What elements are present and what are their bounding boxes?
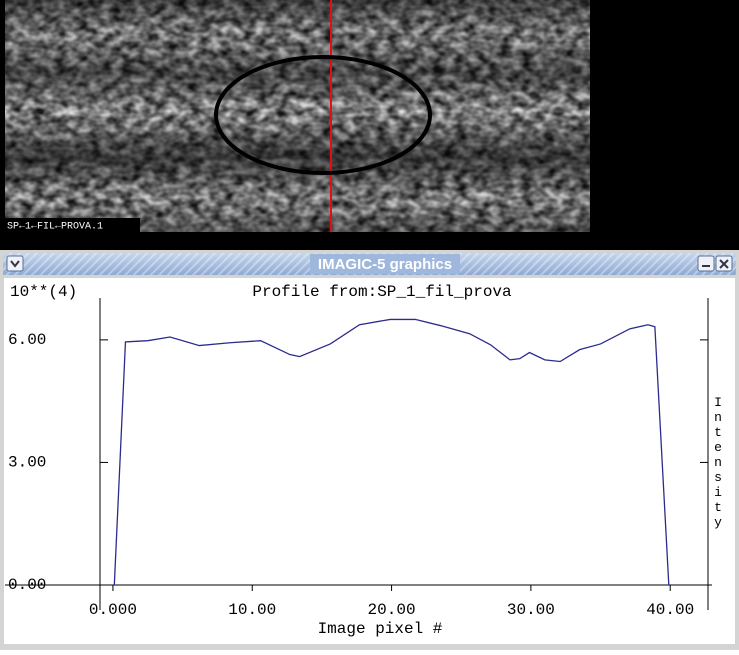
x-tick-label: 20.00 bbox=[368, 601, 416, 619]
x-tick-label: 40.00 bbox=[646, 601, 694, 619]
menu-button[interactable] bbox=[6, 255, 24, 272]
title-backing bbox=[310, 254, 460, 274]
chart-title: Profile from:SP_1_fil_prova bbox=[252, 283, 512, 301]
scale-label: 10**(4) bbox=[10, 283, 77, 301]
y-tick-label: 3.00 bbox=[8, 454, 46, 472]
x-tick-label: 10.00 bbox=[228, 601, 276, 619]
label-background bbox=[5, 218, 140, 232]
profile-curve bbox=[113, 318, 670, 586]
y-axis-label: Intensity bbox=[711, 395, 726, 530]
image-label: SP←1←FIL←PROVA.1 bbox=[7, 222, 103, 233]
micrograph-noise bbox=[5, 0, 590, 232]
menu-icon bbox=[10, 260, 20, 268]
window-title: IMAGIC-5 graphics bbox=[318, 256, 452, 273]
x-tick-label: 0.000 bbox=[89, 601, 137, 619]
plot-panel bbox=[4, 278, 735, 644]
selection-ellipse bbox=[214, 55, 432, 175]
x-tick-label: 30.00 bbox=[507, 601, 555, 619]
minimize-button[interactable] bbox=[697, 255, 715, 272]
y-tick-label: 6.00 bbox=[8, 331, 46, 349]
close-icon bbox=[719, 259, 729, 269]
x-axis-label: Image pixel # bbox=[318, 620, 443, 638]
